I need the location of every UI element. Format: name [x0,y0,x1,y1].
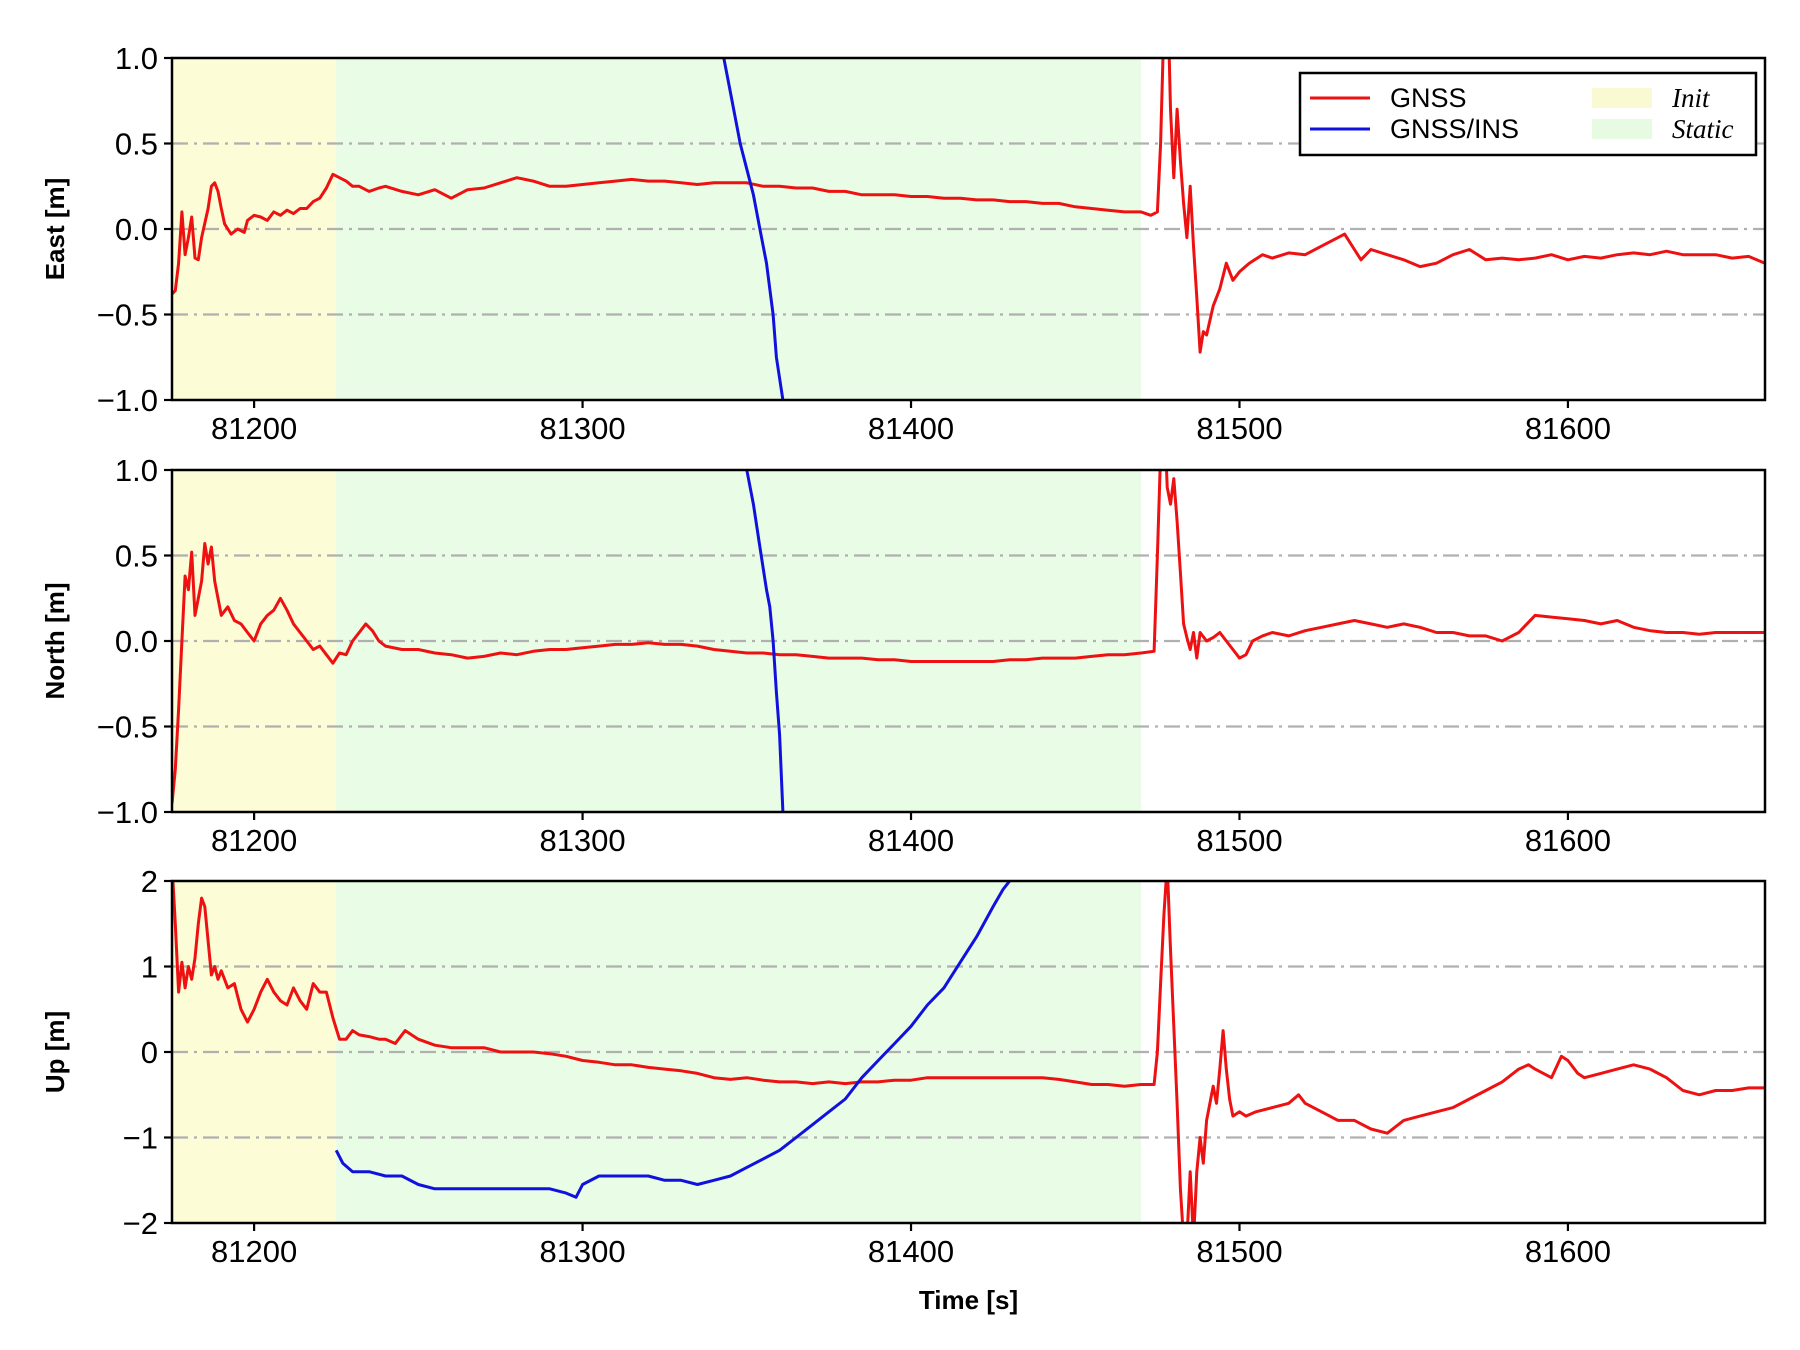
y-tick-label: 0 [141,1035,158,1070]
legend-swatch-init [1592,88,1652,108]
x-tick-label: 81400 [868,1234,954,1269]
legend-label: GNSS [1390,83,1467,113]
panel-2: −1.0 −0.5 0.0 0.5 1.0 81200 81300 81400 81500 816… [40,453,1767,858]
y-tick-label: −0.5 [97,298,158,333]
legend-label: Init [1671,83,1711,113]
y-tick-label: 1 [141,950,158,985]
x-tick-label: 81200 [211,823,297,858]
series-gnss-ins [334,881,1011,1199]
x-tick-label: 81300 [539,1234,625,1269]
x-tick-label: 81500 [1196,1234,1282,1269]
legend-frame [1298,71,1758,157]
y-tick-label: −0.5 [97,710,158,745]
y-tick-label: −1.0 [97,795,158,830]
y-axis-label: East [m] [40,178,70,281]
y-tick-label: 2 [141,864,158,899]
x-tick-label: 81500 [1196,411,1282,446]
x-tick-label: 81200 [211,1234,297,1269]
x-tick-label: 81600 [1525,1234,1611,1269]
y-axis-label: North [m] [40,583,70,700]
x-tick-label: 81600 [1525,823,1611,858]
y-tick-label: 1.0 [115,453,158,488]
panel-3: −2 −1 0 1 2 81200 81300 81400 81500 81600 Up [m] [40,864,1767,1269]
y-tick-label: 0.0 [115,212,158,247]
legend-label: GNSS/INS [1390,114,1519,144]
x-tick-label: 81200 [211,411,297,446]
series-gnss [172,470,1765,804]
y-tick-label: 0.5 [115,539,158,574]
y-tick-label: 0.0 [115,624,158,659]
x-tick-label: 81300 [539,411,625,446]
x-axis-label: Time [s] [919,1285,1018,1315]
series-gnss-ins [745,470,785,812]
x-tick-label: 81500 [1196,823,1282,858]
series-gnss-ins [722,58,785,400]
y-tick-label: −1 [123,1121,158,1156]
x-tick-label: 81400 [868,823,954,858]
series-gnss [172,58,1765,354]
x-tick-label: 81400 [868,411,954,446]
y-tick-label: 1.0 [115,41,158,76]
legend-swatch-static [1592,119,1652,139]
y-tick-label: −1.0 [97,383,158,418]
y-tick-label: 0.5 [115,127,158,162]
y-tick-label: −2 [123,1206,158,1241]
chart-panels: −1.0 −0.5 0.0 0.5 1.0 81200 81300 81400 81500 816… [40,41,1767,1269]
x-tick-label: 81300 [539,823,625,858]
y-axis-label: Up [m] [40,1011,70,1093]
legend-label: Static [1672,114,1734,144]
panel-1: −1.0 −0.5 0.0 0.5 1.0 81200 81300 81400 81500 816… [40,41,1767,446]
series-gnss [172,881,1765,1223]
x-tick-label: 81600 [1525,411,1611,446]
